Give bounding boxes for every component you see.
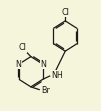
Text: N: N	[40, 60, 46, 69]
Text: N: N	[16, 60, 21, 69]
Text: NH: NH	[52, 71, 63, 80]
Text: Cl: Cl	[18, 43, 26, 52]
Text: Cl: Cl	[61, 8, 69, 17]
Text: Br: Br	[41, 86, 50, 95]
